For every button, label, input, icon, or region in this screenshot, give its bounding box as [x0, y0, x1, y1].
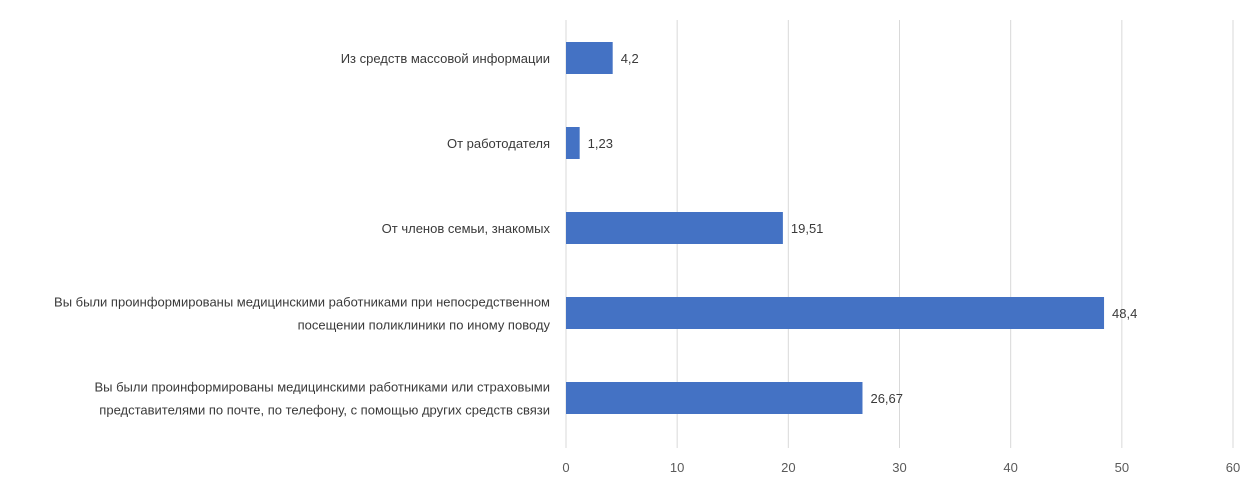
x-tick-label: 10	[670, 460, 684, 475]
bars	[566, 42, 1105, 414]
data-label: 4,2	[621, 51, 639, 66]
data-label: 1,23	[588, 136, 613, 151]
bar	[566, 127, 580, 159]
x-tick-label: 0	[562, 460, 569, 475]
labels: 0 10 20 30 40 50 60 4,2 Из средств массовой инфо…	[54, 51, 1240, 475]
category-label-line: Вы были проинформированы медицинскими ра…	[94, 380, 550, 395]
data-label: 26,67	[870, 391, 903, 406]
x-tick-label: 40	[1003, 460, 1017, 475]
data-label: 19,51	[791, 221, 824, 236]
category-label-line: посещении поликлиники по иному поводу	[298, 318, 551, 333]
category-label-line: Вы были проинформированы медицинскими ра…	[54, 295, 550, 310]
bar	[566, 212, 783, 244]
gridlines	[565, 20, 1234, 448]
category-label: Вы были проинформированы медицинскими ра…	[54, 295, 550, 333]
x-tick-label: 20	[781, 460, 795, 475]
data-label: 48,4	[1112, 306, 1137, 321]
category-label: Вы были проинформированы медицинскими ра…	[94, 380, 550, 418]
category-label: От членов семьи, знакомых	[382, 221, 551, 236]
category-label-line: представителями по почте, по телефону, с…	[99, 403, 550, 418]
bar	[566, 382, 863, 414]
x-tick-label: 30	[892, 460, 906, 475]
category-label-line: От работодателя	[447, 136, 550, 151]
category-label-line: От членов семьи, знакомых	[382, 221, 551, 236]
category-label: От работодателя	[447, 136, 550, 151]
bar	[566, 297, 1105, 329]
category-label-line: Из средств массовой информации	[341, 51, 550, 66]
x-tick-label: 60	[1226, 460, 1240, 475]
category-label: Из средств массовой информации	[341, 51, 550, 66]
bar	[566, 42, 613, 74]
x-tick-label: 50	[1115, 460, 1129, 475]
